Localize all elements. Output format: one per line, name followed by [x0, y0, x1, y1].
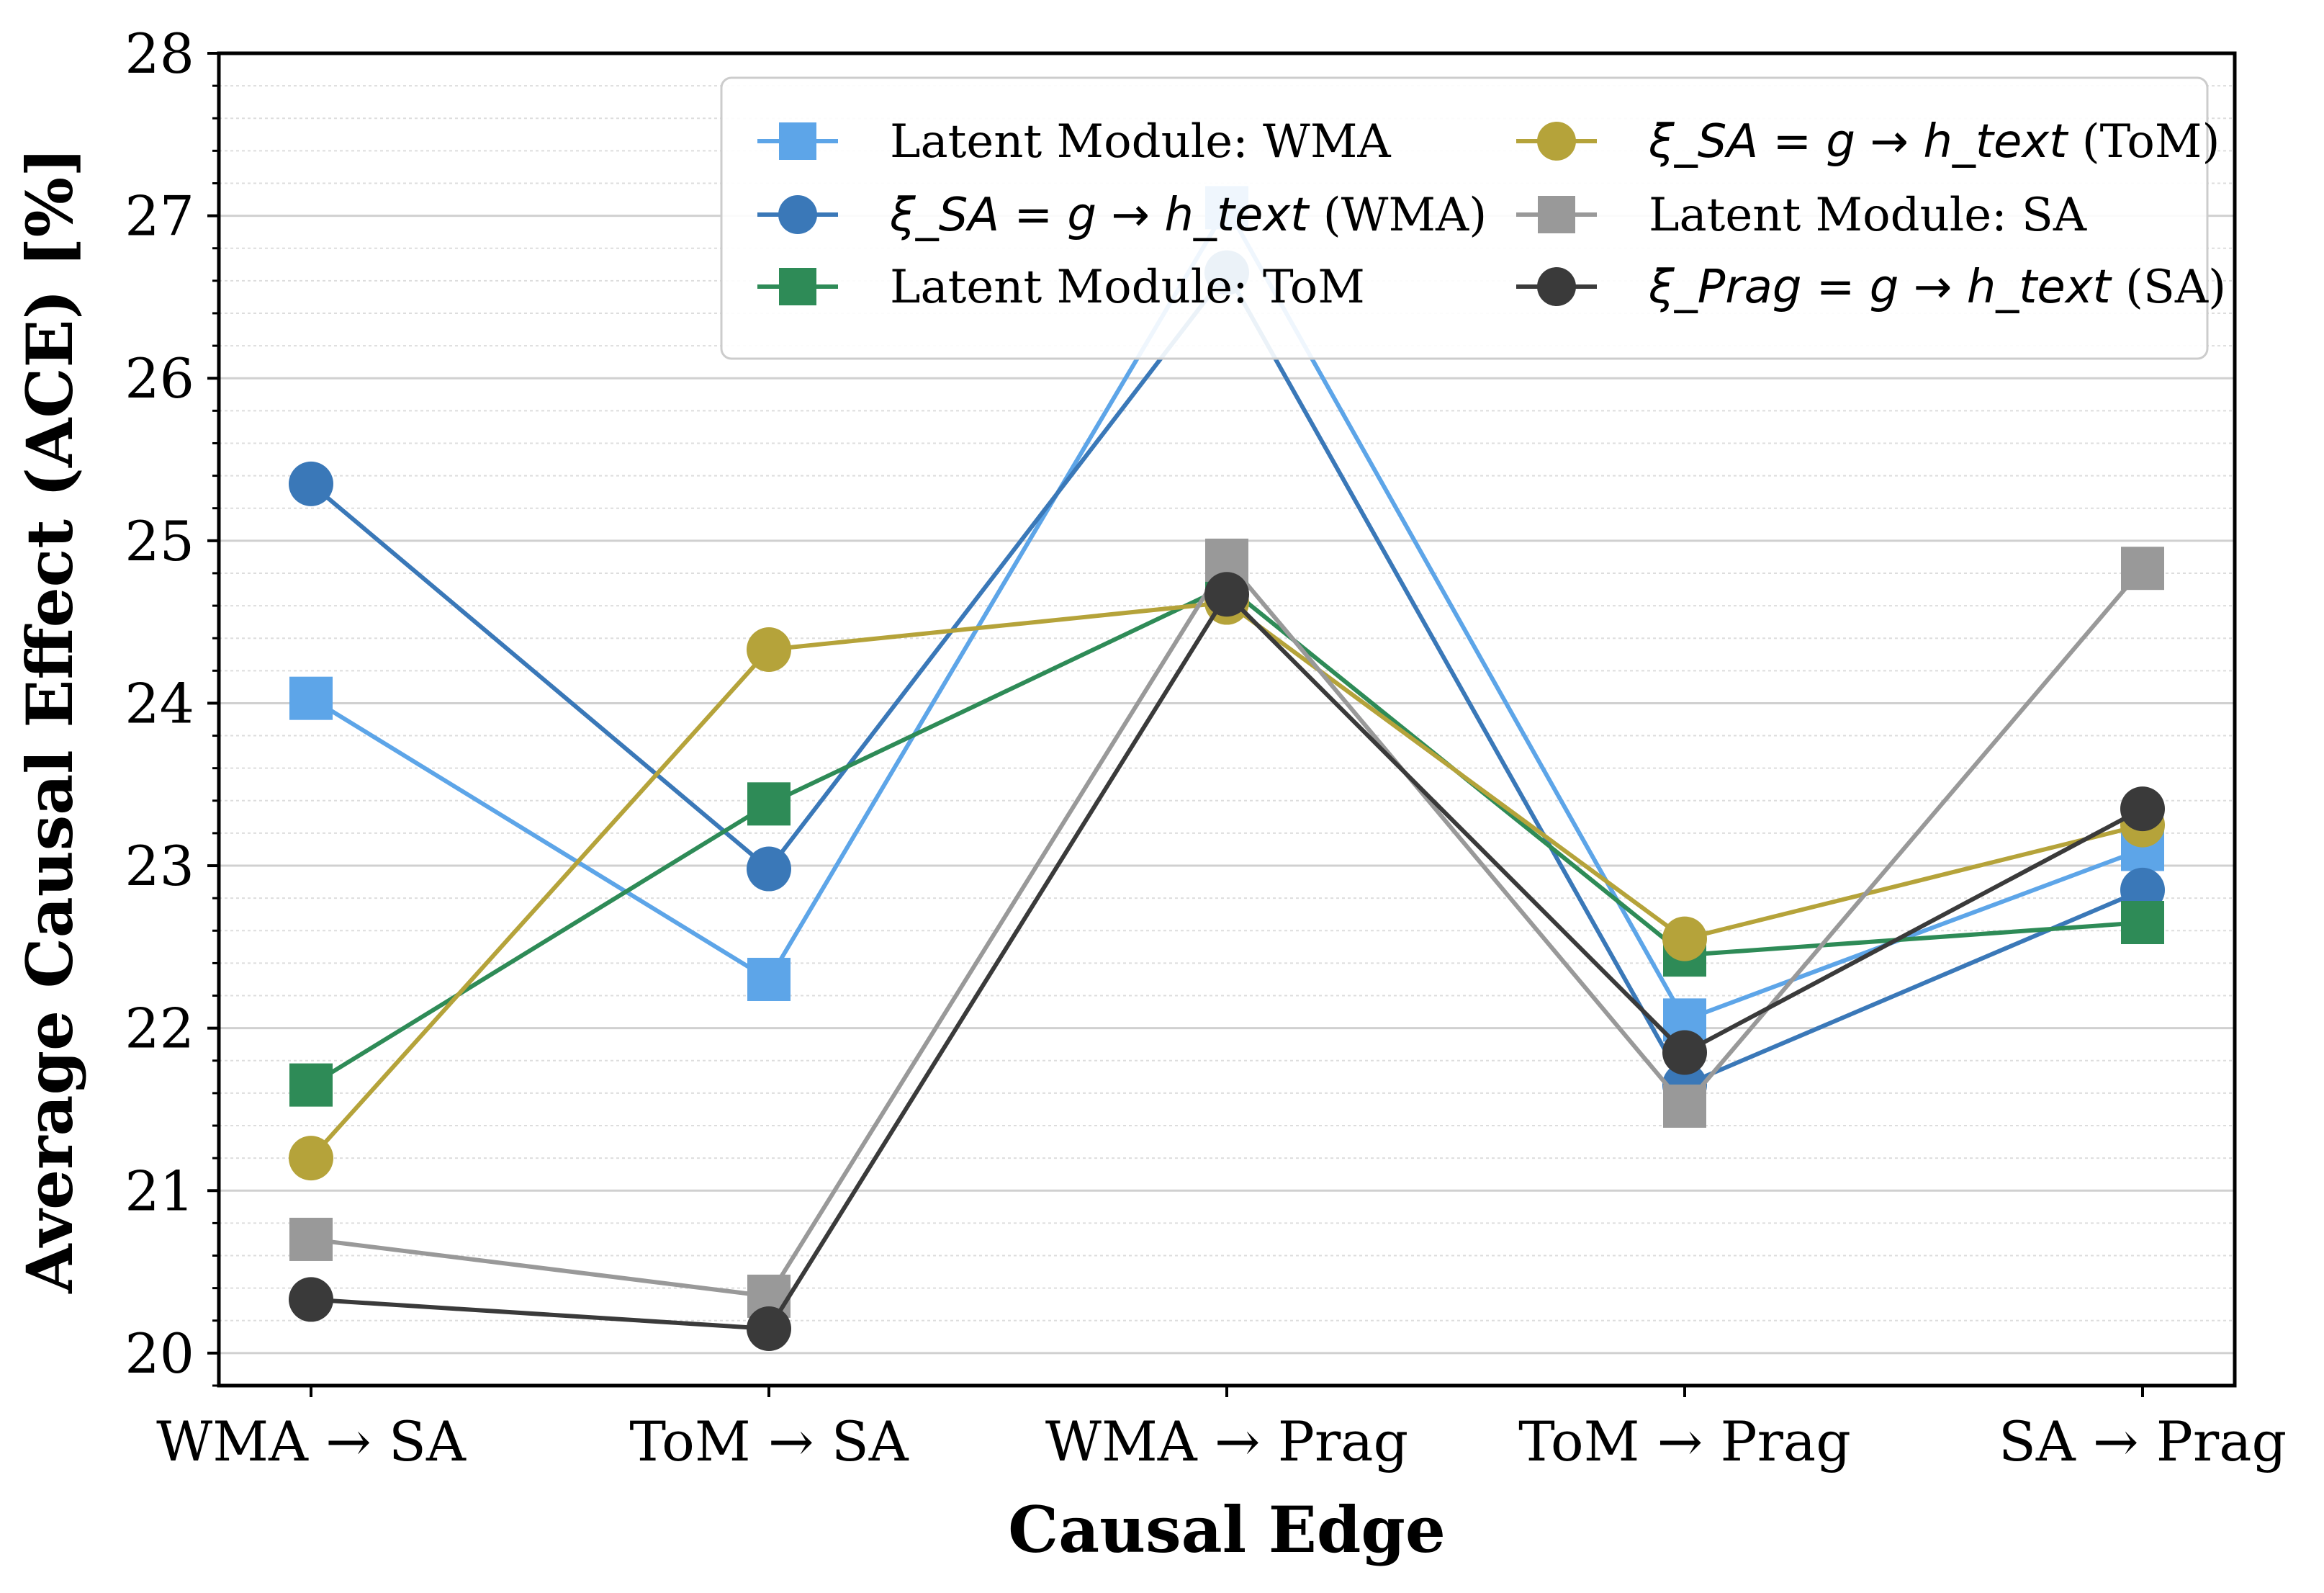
y-tick-label: 24	[125, 671, 194, 735]
legend-marker	[1538, 196, 1575, 233]
legend-marker	[779, 122, 816, 160]
legend-suffix: Latent Module: WMA	[890, 115, 1391, 169]
grid	[219, 52, 2235, 1386]
data-point	[289, 461, 333, 506]
data-point	[1662, 916, 1707, 961]
legend-suffix: Latent Module: ToM	[890, 261, 1365, 314]
legend-math: ξ_SA = g → h_text	[889, 189, 1310, 242]
legend-label: Latent Module: ToM	[890, 261, 1365, 314]
data-point	[747, 846, 791, 892]
data-point	[2121, 901, 2164, 945]
legend-math: ξ_Prag = g → h_text	[1648, 261, 2113, 314]
data-point	[289, 1136, 333, 1181]
legend-item: Latent Module: WMA	[757, 115, 1391, 169]
legend-marker	[779, 268, 816, 305]
y-tick-label: 23	[125, 834, 194, 898]
x-tick-label: ToM → Prag	[1518, 1409, 1851, 1473]
legend-marker	[778, 195, 817, 234]
data-point	[747, 957, 791, 1001]
y-tick-label: 21	[125, 1159, 194, 1223]
data-point	[2120, 786, 2165, 832]
x-tick-label: WMA → SA	[156, 1409, 467, 1473]
legend-label: ξ_SA = g → h_text (ToM)	[1648, 115, 2220, 169]
legend-label: ξ_Prag = g → h_text (SA)	[1648, 261, 2226, 314]
data-point	[1663, 1084, 1706, 1128]
data-point	[2121, 547, 2164, 591]
y-axis-title: Average Causal Effect (ACE) [%]	[12, 147, 87, 1293]
y-tick-label: 27	[125, 184, 194, 248]
y-axis: 20 21 22 23 24 25 26 27 28	[125, 22, 219, 1387]
data-point	[1204, 572, 1249, 617]
legend-marker	[1537, 267, 1576, 306]
series-6	[289, 572, 2165, 1352]
legend: Latent Module: WMA ξ_SA = g → h_text (WMA…	[720, 76, 2226, 360]
data-point	[1662, 1030, 1707, 1075]
x-axis: WMA → SA ToM → SA WMA → Prag ToM → Prag SA →…	[156, 1386, 2287, 1473]
legend-marker	[1537, 122, 1576, 161]
legend-suffix: (ToM)	[2067, 115, 2220, 169]
legend-math: ξ_SA = g → h_text	[1648, 115, 2069, 169]
data-point	[747, 627, 791, 672]
legend-item: ξ_SA = g → h_text (WMA)	[757, 189, 1487, 242]
data-point	[289, 1217, 333, 1261]
y-tick-label: 26	[125, 346, 194, 410]
data-point	[289, 1063, 333, 1107]
x-tick-label: ToM → SA	[629, 1409, 909, 1473]
legend-label: Latent Module: SA	[1649, 189, 2087, 242]
y-tick-label: 25	[125, 509, 194, 573]
legend-item: ξ_SA = g → h_text (ToM)	[1516, 115, 2220, 169]
legend-box	[720, 76, 2209, 360]
data-point	[747, 782, 791, 826]
y-tick-label: 20	[125, 1321, 194, 1386]
x-axis-title: Causal Edge	[1008, 1492, 1446, 1567]
legend-suffix: (SA)	[2111, 261, 2226, 314]
y-tick-label: 28	[125, 22, 194, 86]
legend-label: Latent Module: WMA	[890, 115, 1391, 169]
data-point	[289, 676, 333, 720]
x-tick-label: WMA → Prag	[1045, 1409, 1408, 1473]
data-point	[747, 1306, 791, 1352]
legend-item: ξ_Prag = g → h_text (SA)	[1516, 261, 2226, 314]
x-tick-label: SA → Prag	[1999, 1409, 2287, 1473]
legend-label: ξ_SA = g → h_text (WMA)	[889, 189, 1487, 242]
legend-item: Latent Module: ToM	[757, 261, 1365, 314]
data-point	[289, 1277, 333, 1322]
legend-item: Latent Module: SA	[1516, 189, 2087, 242]
y-tick-label: 22	[125, 997, 194, 1061]
legend-suffix: (WMA)	[1308, 189, 1487, 242]
legend-suffix: Latent Module: SA	[1649, 189, 2087, 242]
